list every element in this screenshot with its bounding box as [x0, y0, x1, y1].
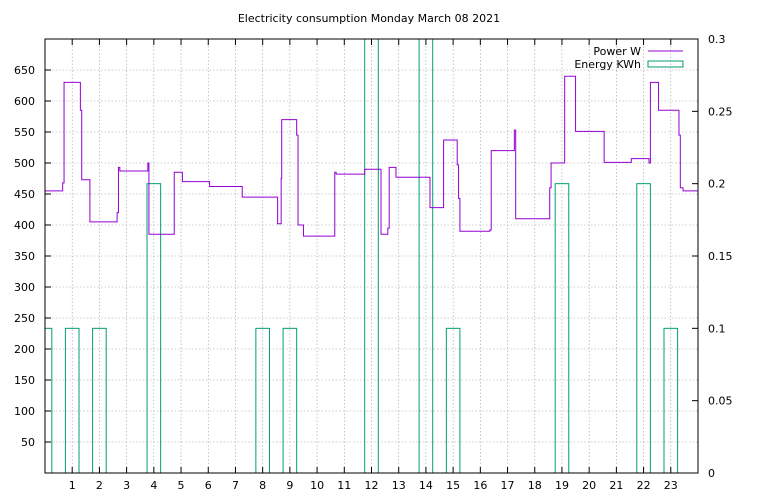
y-tick-label: 400 — [14, 219, 35, 232]
x-tick-label: 6 — [205, 479, 212, 492]
x-tick-label: 12 — [365, 479, 379, 492]
legend-energy-label: Energy KWh — [574, 58, 641, 71]
x-tick-label: 20 — [582, 479, 596, 492]
x-tick-label: 18 — [528, 479, 542, 492]
x-tick-label: 10 — [310, 479, 324, 492]
y-axis-ticks: 50 100 150 200 250 300 350 400 450 500 550 600 650 — [14, 64, 51, 449]
x-tick-label: 2 — [96, 479, 103, 492]
x-tick-label: 14 — [419, 479, 433, 492]
x-tick-label: 19 — [555, 479, 569, 492]
y-tick-label: 200 — [14, 343, 35, 356]
y2-tick-label: 0.05 — [708, 395, 733, 408]
x-tick-label: 22 — [637, 479, 651, 492]
x-tick-label: 16 — [473, 479, 487, 492]
energy-bar — [636, 183, 651, 474]
y-tick-label: 150 — [14, 374, 35, 387]
x-tick-label: 5 — [178, 479, 185, 492]
y-tick-label: 450 — [14, 188, 35, 201]
y-tick-label: 500 — [14, 157, 35, 170]
x-tick-label: 17 — [501, 479, 515, 492]
grid — [45, 39, 698, 473]
x-axis-ticks: 1 2 3 4 5 6 7 8 9 10 11 12 13 14 15 16 17 18 19 20 21 22 23 — [69, 39, 678, 492]
x-tick-label: 13 — [392, 479, 406, 492]
power-line — [45, 75, 698, 237]
y-tick-label: 100 — [14, 405, 35, 418]
energy-bar — [554, 183, 570, 474]
y-tick-label: 250 — [14, 312, 35, 325]
x-tick-label: 21 — [609, 479, 623, 492]
power-series — [45, 75, 698, 237]
x-tick-label: 15 — [446, 479, 460, 492]
y-tick-label: 650 — [14, 64, 35, 77]
y-tick-label: 550 — [14, 126, 35, 139]
y2-tick-label: 0.15 — [708, 250, 733, 263]
x-tick-label: 3 — [123, 479, 130, 492]
y2-tick-label: 0.25 — [708, 105, 733, 118]
y2-tick-label: 0.2 — [708, 178, 726, 191]
chart-title: Electricity consumption Monday March 08 … — [238, 12, 500, 25]
y-tick-label: 600 — [14, 95, 35, 108]
x-tick-label: 4 — [150, 479, 157, 492]
y-tick-label: 300 — [14, 281, 35, 294]
y-tick-label: 350 — [14, 250, 35, 263]
energy-bar — [44, 327, 53, 474]
x-tick-label: 23 — [664, 479, 678, 492]
x-tick-label: 7 — [232, 479, 239, 492]
x-tick-label: 8 — [259, 479, 266, 492]
y2-tick-label: 0.3 — [708, 33, 726, 46]
x-tick-label: 11 — [337, 479, 351, 492]
y2-tick-label: 0 — [708, 467, 715, 480]
y2-tick-label: 0.1 — [708, 322, 726, 335]
legend-energy-swatch — [647, 60, 684, 68]
y2-axis-ticks: 0 0.05 0.1 0.15 0.2 0.25 0.3 — [692, 33, 733, 480]
legend: Power W Energy KWh — [574, 45, 684, 71]
x-tick-label: 1 — [69, 479, 76, 492]
legend-power-label: Power W — [593, 45, 641, 58]
y-tick-label: 50 — [21, 436, 35, 449]
x-tick-label: 9 — [286, 479, 293, 492]
